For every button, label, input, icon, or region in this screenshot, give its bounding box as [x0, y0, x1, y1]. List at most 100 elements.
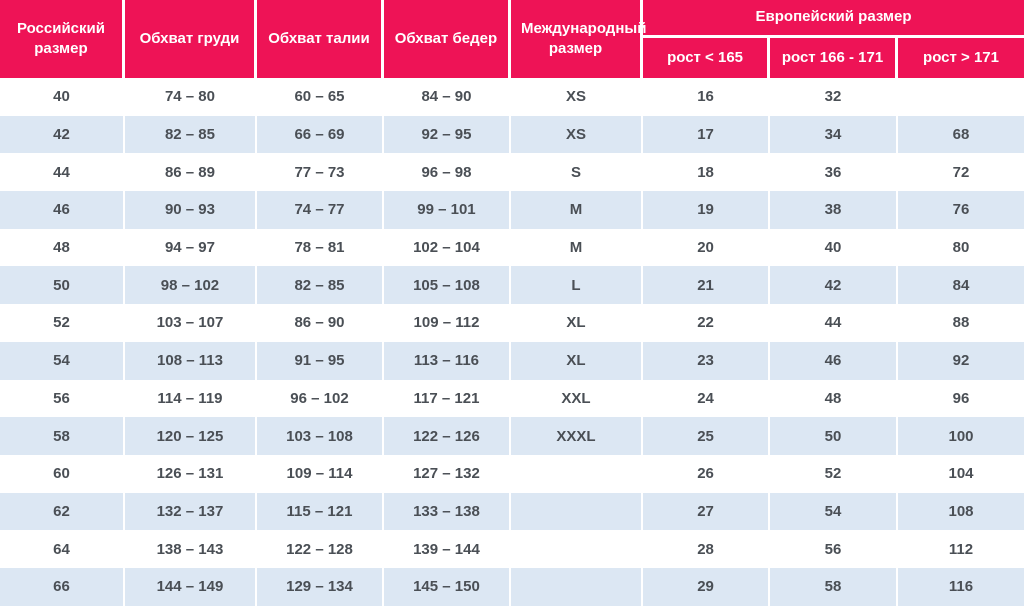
table-cell — [510, 530, 644, 568]
table-cell: 105 – 108 — [383, 266, 511, 305]
table-cell: M — [510, 228, 644, 267]
table-cell: 38 — [770, 191, 898, 229]
table-cell: 50 — [770, 417, 898, 455]
table-cell: 91 – 95 — [257, 341, 384, 380]
table-cell: 96 – 102 — [257, 379, 384, 418]
table-cell: 94 – 97 — [124, 228, 258, 267]
table-cell: 52 — [0, 304, 125, 342]
table-cell: 36 — [770, 153, 898, 192]
table-cell: 54 — [0, 341, 125, 380]
table-cell: 126 – 131 — [124, 454, 258, 493]
table-cell: 68 — [898, 115, 1024, 154]
table-cell — [510, 567, 644, 606]
col-header-waist: Обхват талии — [257, 0, 384, 78]
table-cell: 117 – 121 — [383, 379, 511, 418]
table-cell: 115 – 121 — [257, 492, 384, 531]
table-cell: 40 — [770, 228, 898, 267]
table-header: Российский размер Обхват груди Обхват та… — [0, 0, 1024, 78]
table-cell: 108 — [898, 492, 1024, 531]
table-cell: 16 — [643, 78, 771, 116]
table-cell: 109 – 114 — [257, 454, 384, 493]
col-header-russian-size: Российский размер — [0, 0, 125, 78]
table-cell: 56 — [770, 530, 898, 568]
table-cell: 84 — [898, 266, 1024, 305]
table-cell: 32 — [770, 78, 898, 116]
table-cell: 104 — [898, 454, 1024, 493]
table-cell: 102 – 104 — [383, 228, 511, 267]
table-cell: 100 — [898, 417, 1024, 455]
table-cell: XL — [510, 304, 644, 342]
table-cell: 112 — [898, 530, 1024, 568]
table-cell: S — [510, 153, 644, 192]
table-row: 46 90 – 93 74 – 77 99 – 101 M 19 38 76 — [0, 191, 1024, 229]
table-cell: 54 — [770, 492, 898, 531]
table-row: 40 74 – 80 60 – 65 84 – 90 XS 16 32 — [0, 78, 1024, 116]
table-cell: 88 — [898, 304, 1024, 342]
table-cell: 116 — [898, 567, 1024, 606]
table-cell: 60 – 65 — [257, 78, 384, 116]
table-cell: 62 — [0, 492, 125, 531]
table-cell: 58 — [0, 417, 125, 455]
table-cell: 25 — [643, 417, 771, 455]
table-cell: 21 — [643, 266, 771, 305]
col-header-height-gt-171: рост > 171 — [898, 38, 1024, 78]
table-cell: 72 — [898, 153, 1024, 192]
table-cell: 27 — [643, 492, 771, 531]
table-cell: 60 — [0, 454, 125, 493]
table-cell: 20 — [643, 228, 771, 267]
col-header-height-166-171: рост 166 - 171 — [770, 38, 898, 78]
table-cell: 98 – 102 — [124, 266, 258, 305]
table-cell: 24 — [643, 379, 771, 418]
table-cell: 144 – 149 — [124, 567, 258, 606]
table-cell — [510, 492, 644, 531]
table-cell: 127 – 132 — [383, 454, 511, 493]
table-cell: 139 – 144 — [383, 530, 511, 568]
table-cell: 120 – 125 — [124, 417, 258, 455]
table-cell: L — [510, 266, 644, 305]
table-cell: 99 – 101 — [383, 191, 511, 229]
table-cell: 86 – 90 — [257, 304, 384, 342]
col-header-height-lt-165: рост < 165 — [643, 38, 771, 78]
table-row: 62 132 – 137 115 – 121 133 – 138 27 54 108 — [0, 492, 1024, 531]
table-cell: 103 – 108 — [257, 417, 384, 455]
table-row: 66 144 – 149 129 – 134 145 – 150 29 58 116 — [0, 567, 1024, 606]
table-cell: 122 – 128 — [257, 530, 384, 568]
table-cell: 42 — [770, 266, 898, 305]
table-cell: 86 – 89 — [124, 153, 258, 192]
col-header-hips: Обхват бедер — [383, 0, 511, 78]
table-row: 52 103 – 107 86 – 90 109 – 112 XL 22 44 88 — [0, 304, 1024, 342]
table-cell: 48 — [770, 379, 898, 418]
table-cell: 34 — [770, 115, 898, 154]
table-cell: 19 — [643, 191, 771, 229]
table-cell: 66 – 69 — [257, 115, 384, 154]
table-cell: 108 – 113 — [124, 341, 258, 380]
table-cell: 122 – 126 — [383, 417, 511, 455]
table-row: 60 126 – 131 109 – 114 127 – 132 26 52 104 — [0, 454, 1024, 493]
table-cell: 52 — [770, 454, 898, 493]
table-cell: 133 – 138 — [383, 492, 511, 531]
table-cell: 132 – 137 — [124, 492, 258, 531]
table-cell: 18 — [643, 153, 771, 192]
table-row: 50 98 – 102 82 – 85 105 – 108 L 21 42 84 — [0, 266, 1024, 305]
table-cell: XL — [510, 341, 644, 380]
table-cell: 17 — [643, 115, 771, 154]
table-cell: 46 — [770, 341, 898, 380]
table-cell: 74 – 77 — [257, 191, 384, 229]
table-cell: 78 – 81 — [257, 228, 384, 267]
table-cell: 96 – 98 — [383, 153, 511, 192]
table-cell: 56 — [0, 379, 125, 418]
table-cell: 42 — [0, 115, 125, 154]
table-cell: 28 — [643, 530, 771, 568]
table-body: 40 74 – 80 60 – 65 84 – 90 XS 16 32 42 82 – 85 66… — [0, 78, 1024, 606]
table-cell: 64 — [0, 530, 125, 568]
table-row: 58 120 – 125 103 – 108 122 – 126 XXXL 25 50 100 — [0, 417, 1024, 455]
table-cell: 74 – 80 — [124, 78, 258, 116]
table-cell: 26 — [643, 454, 771, 493]
table-cell: 80 — [898, 228, 1024, 267]
table-cell: 92 – 95 — [383, 115, 511, 154]
table-cell: 29 — [643, 567, 771, 606]
table-cell: 90 – 93 — [124, 191, 258, 229]
table-cell — [510, 454, 644, 493]
table-cell: XXXL — [510, 417, 644, 455]
